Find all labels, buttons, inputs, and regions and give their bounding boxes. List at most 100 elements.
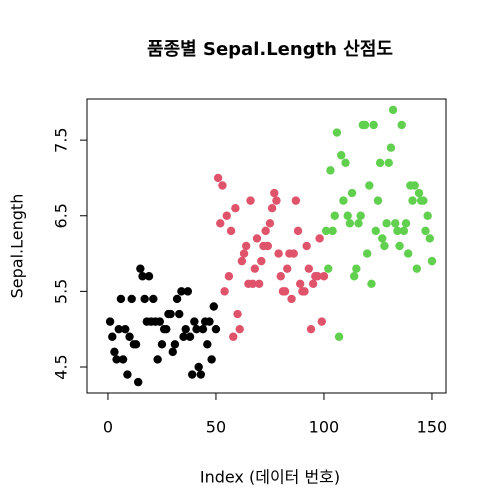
point [203, 340, 212, 349]
point [371, 226, 380, 236]
point [239, 249, 249, 258]
point [185, 332, 195, 341]
point [116, 294, 126, 304]
point [289, 249, 298, 258]
point [326, 166, 335, 175]
point [194, 362, 203, 372]
point [393, 226, 402, 236]
point [140, 294, 149, 304]
point [105, 317, 115, 326]
point [356, 211, 365, 220]
point [144, 272, 154, 281]
point [250, 264, 260, 273]
point [367, 279, 376, 289]
point [274, 249, 283, 258]
point [181, 324, 190, 334]
point [360, 120, 370, 130]
point [172, 294, 182, 304]
point [302, 241, 311, 251]
point [209, 302, 218, 311]
point [133, 377, 143, 387]
point [287, 294, 296, 304]
point [220, 287, 229, 296]
point [304, 264, 314, 273]
point [362, 249, 372, 258]
point [341, 158, 350, 168]
point [401, 219, 411, 228]
point [213, 173, 223, 183]
point [403, 249, 413, 258]
point [175, 309, 184, 319]
point [313, 272, 322, 281]
point [330, 211, 339, 220]
x-tick-label: 100 [309, 418, 340, 437]
point [177, 287, 186, 296]
point [198, 324, 208, 334]
point [187, 370, 197, 379]
point [425, 234, 434, 243]
point [334, 332, 344, 341]
point [153, 355, 162, 364]
point [241, 241, 251, 251]
point [235, 324, 244, 334]
point [319, 272, 329, 281]
plot-box [86, 98, 447, 394]
point [365, 181, 374, 190]
point [315, 234, 324, 243]
point [380, 241, 389, 251]
point [373, 196, 383, 205]
point [125, 332, 134, 341]
point [168, 347, 177, 357]
point [192, 324, 201, 334]
point [224, 272, 234, 281]
point [114, 324, 123, 334]
point [110, 347, 119, 357]
point [226, 226, 236, 236]
point [369, 120, 378, 130]
y-tick-label: 5.5 [52, 279, 71, 304]
point [395, 241, 404, 251]
point [123, 370, 132, 379]
point [410, 181, 419, 190]
point [423, 211, 432, 220]
point [218, 181, 227, 190]
point [317, 317, 326, 326]
point [231, 203, 240, 213]
point [291, 196, 301, 205]
point [397, 120, 406, 130]
point [157, 340, 167, 349]
point [222, 211, 231, 220]
point [205, 317, 214, 326]
point [412, 264, 422, 273]
point [121, 324, 130, 334]
point [421, 226, 430, 236]
point [283, 264, 292, 273]
point [419, 196, 428, 205]
point [149, 294, 158, 304]
point [170, 340, 180, 349]
point [347, 188, 357, 198]
point [276, 272, 285, 281]
y-axis-label: Sepal.Length [8, 194, 27, 299]
point [267, 203, 277, 213]
point [131, 340, 141, 349]
point [408, 196, 417, 205]
y-tick-label: 6.5 [52, 203, 71, 228]
y-tick-label: 4.5 [52, 354, 71, 379]
point [229, 332, 238, 341]
point [337, 151, 346, 160]
point [300, 287, 309, 296]
point [155, 317, 164, 326]
point [306, 324, 316, 334]
point [349, 272, 359, 281]
point [343, 211, 352, 220]
point [332, 128, 342, 137]
point [388, 105, 398, 115]
point [295, 279, 305, 289]
point [339, 196, 348, 205]
point [257, 256, 266, 266]
point [118, 355, 128, 364]
point [248, 279, 257, 289]
point [386, 143, 396, 152]
